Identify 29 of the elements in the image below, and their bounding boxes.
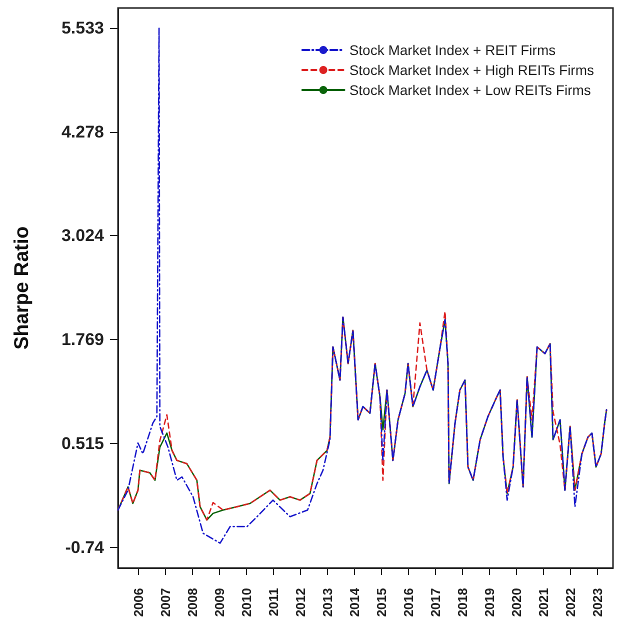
x-tick-label: 2021 — [536, 588, 551, 617]
y-tick-label: -0.74 — [65, 538, 105, 557]
x-tick-label: 2014 — [346, 587, 362, 617]
x-tick-label: 2010 — [238, 588, 254, 617]
x-tick-label: 2019 — [482, 588, 497, 617]
y-tick-label: 5.533 — [61, 18, 104, 38]
x-tick-label: 2008 — [184, 588, 200, 617]
legend-label: Stock Market Index + REIT Firms — [349, 42, 556, 58]
legend-label: Stock Market Index + High REITs Firms — [349, 62, 594, 78]
x-tick-label: 2011 — [266, 588, 281, 616]
x-tick-label: 2012 — [292, 588, 308, 617]
x-tick-label: 2006 — [130, 588, 146, 617]
y-tick-label: 1.769 — [61, 330, 104, 350]
y-tick-label: 0.515 — [61, 434, 104, 453]
x-tick-label: 2022 — [562, 588, 578, 617]
x-tick-label: 2016 — [400, 588, 416, 617]
x-tick-label: 2017 — [428, 588, 443, 617]
y-tick-label: 3.024 — [61, 226, 105, 246]
x-tick-label: 2009 — [212, 588, 227, 617]
x-tick-label: 2013 — [320, 588, 335, 617]
x-tick-label: 2007 — [158, 588, 173, 617]
x-tick-label: 2023 — [590, 588, 605, 617]
x-tick-label: 2018 — [454, 588, 470, 617]
legend-label: Stock Market Index + Low REITs Firms — [349, 82, 591, 98]
line-series — [117, 28, 608, 544]
y-tick-label: 4.278 — [61, 122, 104, 142]
y-axis-title: Sharpe Ratio — [11, 226, 33, 350]
x-tick-label: 2020 — [508, 588, 524, 617]
x-tick-label: 2015 — [374, 588, 389, 617]
